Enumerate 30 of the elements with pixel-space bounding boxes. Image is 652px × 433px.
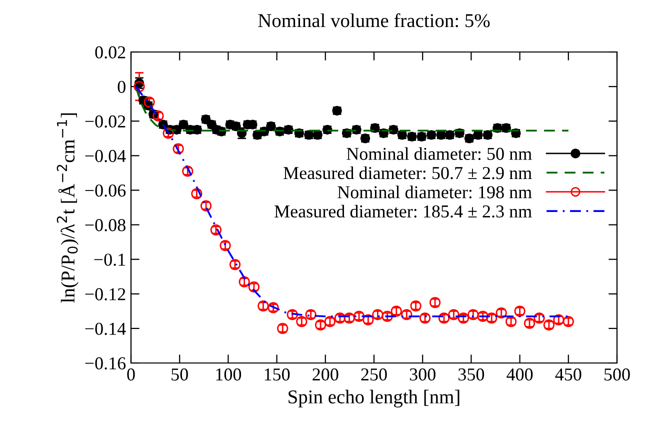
- legend-label: Measured diameter: 185.4 ± 2.3 nm: [274, 204, 532, 218]
- x-tick-label: 250: [361, 368, 387, 381]
- y-tick-label: −0.08: [85, 219, 126, 232]
- x-tick-label: 450: [555, 368, 582, 381]
- chart-title: Nominal volume fraction: 5%: [258, 13, 490, 28]
- y-tick-label: 0.02: [95, 46, 126, 59]
- x-tick-label: 350: [458, 368, 484, 381]
- point: [134, 81, 145, 92]
- legend-label: Measured diameter: 50.7 ± 2.9 nm: [284, 166, 532, 180]
- x-tick-label: 0: [127, 368, 135, 381]
- y-tick-label: −0.1: [94, 254, 126, 266]
- x-tick-label: 500: [604, 368, 630, 381]
- x-axis-title: Spin echo length [nm]: [288, 390, 460, 408]
- y-tick-label: −0.16: [85, 357, 126, 370]
- y-tick-label: −0.04: [85, 150, 126, 162]
- y-tick-label: −0.06: [85, 184, 126, 197]
- y-tick-label: −0.12: [85, 288, 126, 300]
- x-tick-label: 400: [506, 368, 533, 381]
- y-tick-label: 0: [118, 80, 126, 93]
- legend-label: Nominal diameter: 198 nm: [338, 186, 532, 198]
- x-tick-label: 300: [410, 368, 436, 381]
- x-tick-label: 50: [172, 368, 188, 381]
- text: ln(P/P$_{0}$)/λ$^{2}$t [Å$^{−2}$cm$^{−1}$]: [56, 113, 79, 303]
- legend-label: Nominal diameter: 50 nm: [346, 147, 532, 160]
- x-tick-label: 200: [312, 368, 338, 381]
- y-tick-label: −0.02: [85, 115, 126, 128]
- x-tick-label: 100: [216, 368, 242, 381]
- x-tick-label: 150: [264, 368, 290, 381]
- point: [178, 120, 188, 130]
- y-tick-label: −0.14: [85, 322, 126, 335]
